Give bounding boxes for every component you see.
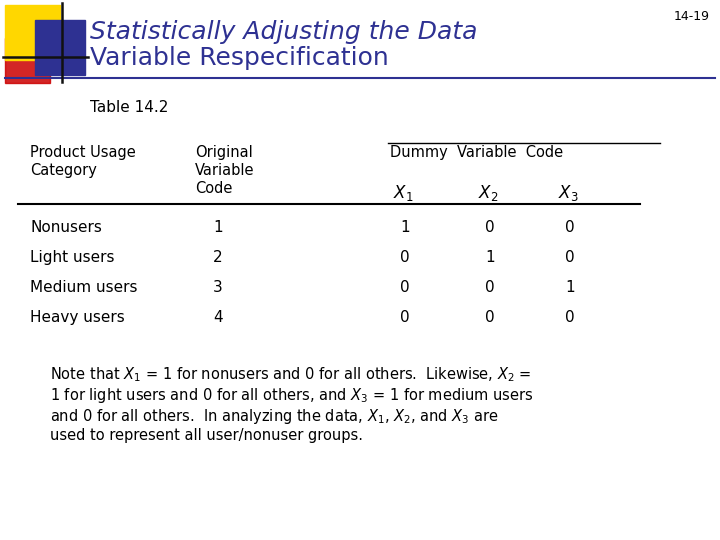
Text: Category: Category <box>30 163 97 178</box>
Bar <box>5 38 50 83</box>
Text: 1 for light users and 0 for all others, and $X_3$ = 1 for medium users: 1 for light users and 0 for all others, … <box>50 386 534 405</box>
Text: 1: 1 <box>213 220 222 235</box>
Text: 0: 0 <box>565 220 575 235</box>
Text: 0: 0 <box>485 310 495 325</box>
Text: 1: 1 <box>565 280 575 295</box>
Text: Nonusers: Nonusers <box>30 220 102 235</box>
Text: 1: 1 <box>400 220 410 235</box>
Text: 3: 3 <box>213 280 222 295</box>
Text: $\mathit{X_1}$: $\mathit{X_1}$ <box>393 183 413 203</box>
Text: Heavy users: Heavy users <box>30 310 125 325</box>
Text: Note that $X_1$ = 1 for nonusers and 0 for all others.  Likewise, $X_2$ =: Note that $X_1$ = 1 for nonusers and 0 f… <box>50 365 531 384</box>
Bar <box>5 5 60 60</box>
Text: Medium users: Medium users <box>30 280 138 295</box>
Text: Variable Respecification: Variable Respecification <box>90 46 389 70</box>
Text: 4: 4 <box>213 310 222 325</box>
Text: Light users: Light users <box>30 250 114 265</box>
Text: 0: 0 <box>400 310 410 325</box>
Text: Variable: Variable <box>195 163 254 178</box>
Text: 0: 0 <box>400 280 410 295</box>
Text: Original: Original <box>195 145 253 160</box>
Text: 0: 0 <box>400 250 410 265</box>
Text: $\mathit{X_2}$: $\mathit{X_2}$ <box>478 183 498 203</box>
Text: Code: Code <box>195 181 233 196</box>
Text: 0: 0 <box>485 280 495 295</box>
Text: Table 14.2: Table 14.2 <box>90 100 168 115</box>
Text: 14-19: 14-19 <box>674 10 710 23</box>
Text: used to represent all user/nonuser groups.: used to represent all user/nonuser group… <box>50 428 363 443</box>
Text: 0: 0 <box>485 220 495 235</box>
Text: 0: 0 <box>565 250 575 265</box>
Text: Dummy  Variable  Code: Dummy Variable Code <box>390 145 563 160</box>
Bar <box>35 20 85 75</box>
Text: 1: 1 <box>485 250 495 265</box>
Text: Statistically Adjusting the Data: Statistically Adjusting the Data <box>90 20 477 44</box>
Text: $\mathit{X_3}$: $\mathit{X_3}$ <box>558 183 579 203</box>
Text: 2: 2 <box>213 250 222 265</box>
Text: 0: 0 <box>565 310 575 325</box>
Text: Product Usage: Product Usage <box>30 145 136 160</box>
Text: and 0 for all others.  In analyzing the data, $X_1$, $X_2$, and $X_3$ are: and 0 for all others. In analyzing the d… <box>50 407 499 426</box>
